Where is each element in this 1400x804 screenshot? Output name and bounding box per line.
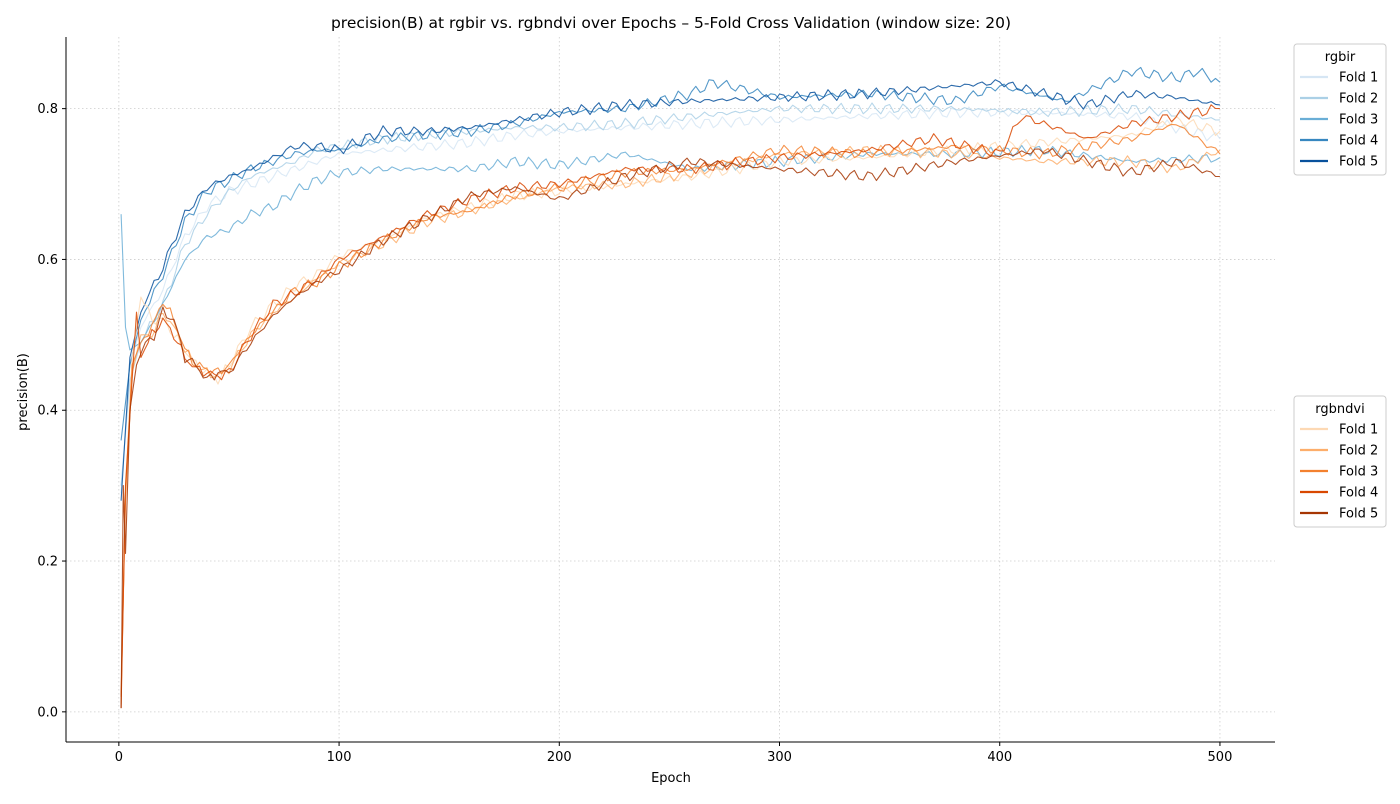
x-tick-label: 400 [987,750,1012,765]
series-line-rgbir-fold-4 [120,66,1221,441]
legend-entry-label: Fold 4 [1339,134,1378,149]
ticks: 0 100 200 300 400 500 0.0 0.2 0.4 0.6 0.8 [37,102,1232,765]
legend-title: rgbndvi [1315,402,1364,417]
y-tick-label: 0.2 [37,555,58,570]
grid [66,37,1275,742]
x-tick-label: 300 [767,750,792,765]
series-line-rgbir-fold-1 [120,106,1221,494]
series-line-rgbndvi-fold-4 [120,104,1220,709]
legend-entry-label: Fold 5 [1339,507,1378,522]
x-tick-label: 100 [327,750,352,765]
legend-entry-label: Fold 1 [1339,71,1378,86]
legend-entry-label: Fold 2 [1339,444,1378,459]
x-tick-label: 500 [1208,750,1233,765]
series-lines [120,66,1221,709]
y-axis-label: precision(B) [16,353,31,431]
legend-entry-label: Fold 1 [1339,423,1378,438]
legend-entry-label: Fold 5 [1339,155,1378,170]
axes [65,37,1275,743]
y-tick-label: 0.8 [37,102,58,117]
legend-title: rgbir [1325,50,1356,65]
legends: rgbir Fold 1 Fold 2 Fold 3 Fold 4 Fold 5 rgbnd… [1293,43,1387,528]
series-line-rgbndvi-fold-2 [120,144,1221,697]
chart-title: precision(B) at rgbir vs. rgbndvi over E… [331,14,1011,32]
legend-entry-label: Fold 3 [1339,465,1378,480]
y-tick-label: 0.4 [37,404,58,419]
x-tick-label: 0 [115,750,123,765]
series-line-rgbir-fold-2 [120,102,1220,486]
y-tick-label: 0.6 [37,253,58,268]
x-tick-label: 200 [547,750,572,765]
legend-entry-label: Fold 3 [1339,113,1378,128]
y-tick-label: 0.0 [37,705,58,720]
series-line-rgbir-fold-3 [120,144,1221,351]
x-axis-label: Epoch [651,771,691,786]
series-line-rgbir-fold-5 [120,79,1220,501]
series-line-rgbndvi-fold-5 [120,147,1220,709]
legend-entry-label: Fold 4 [1339,486,1378,501]
legend-entry-label: Fold 2 [1339,92,1378,107]
